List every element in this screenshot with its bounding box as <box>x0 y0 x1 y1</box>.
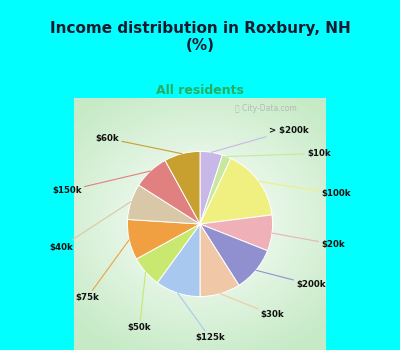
Wedge shape <box>200 152 222 224</box>
Wedge shape <box>200 158 272 224</box>
Wedge shape <box>165 152 200 224</box>
Text: $50k: $50k <box>128 272 151 332</box>
Text: $75k: $75k <box>75 240 129 302</box>
Wedge shape <box>139 160 200 224</box>
Wedge shape <box>200 224 239 296</box>
Text: > $200k: > $200k <box>211 126 308 152</box>
Wedge shape <box>128 219 200 259</box>
Wedge shape <box>157 224 200 296</box>
Text: $20k: $20k <box>272 233 345 248</box>
Text: All residents: All residents <box>156 84 244 97</box>
Text: $125k: $125k <box>178 293 225 342</box>
Wedge shape <box>128 185 200 224</box>
Text: $200k: $200k <box>256 270 326 289</box>
Text: $40k: $40k <box>49 202 131 252</box>
Text: $10k: $10k <box>227 149 331 158</box>
Wedge shape <box>200 224 268 285</box>
Wedge shape <box>136 224 200 283</box>
Text: $100k: $100k <box>259 181 351 198</box>
Text: ⓘ City-Data.com: ⓘ City-Data.com <box>235 104 296 113</box>
Text: $150k: $150k <box>52 171 150 195</box>
Wedge shape <box>200 155 231 224</box>
Text: Income distribution in Roxbury, NH
(%): Income distribution in Roxbury, NH (%) <box>50 21 350 54</box>
Wedge shape <box>200 215 272 251</box>
Text: $60k: $60k <box>95 134 182 154</box>
Text: $30k: $30k <box>220 294 284 319</box>
